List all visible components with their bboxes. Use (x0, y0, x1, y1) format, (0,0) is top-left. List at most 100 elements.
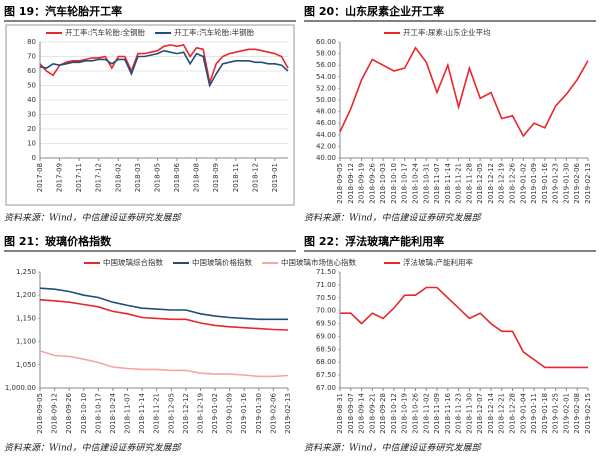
series-line (39, 350, 289, 378)
series-line (39, 299, 289, 331)
x-tick-label: 2019-01-09 (226, 393, 234, 434)
x-tick-label: 2019-01-09 (530, 163, 538, 204)
series-line (39, 287, 288, 321)
y-tick-label: 69.50 (316, 320, 336, 328)
y-tick-label: 68.00 (316, 358, 336, 366)
figure-title: 图 19：汽车轮胎开工率 (4, 4, 122, 18)
y-tick-label: 71.50 (316, 268, 336, 276)
y-tick-label: 54.00 (316, 73, 336, 81)
x-tick-label: 2018-09-28 (379, 393, 387, 434)
x-tick-label: 2018-09-05 (36, 393, 44, 434)
x-tick-label: 2018-11-02 (422, 393, 430, 434)
figure-title: 图 21：玻璃价格指数 (4, 234, 112, 248)
series-line (340, 286, 588, 369)
y-tick-label: 67.00 (316, 384, 336, 392)
x-tick-label: 2018-11-14 (138, 392, 146, 433)
x-tick-label: 2017-09 (56, 163, 64, 192)
source-note: 资料来源：Wind，中信建设证券研究发展部 (304, 443, 483, 454)
x-tick-label: 2018-11-16 (444, 392, 452, 433)
y-tick-label: 40.00 (316, 154, 336, 162)
legend-label: 开工率:汽车轮胎:半钢胎 (174, 27, 255, 37)
x-tick-label: 2019-01-18 (541, 393, 549, 434)
series-line (339, 46, 589, 138)
x-tick-label: 2019-01-02 (211, 393, 219, 434)
x-tick-label: 2019-02-08 (573, 393, 581, 434)
x-tick-label: 2018-08-31 (336, 393, 344, 434)
x-tick-label: 2019-02-06 (269, 392, 277, 433)
x-tick-label: 2018-03 (134, 163, 142, 192)
x-tick-label: 2018-05 (153, 163, 161, 192)
y-tick-label: 50 (27, 82, 36, 90)
x-tick-label: 2018-09-26 (368, 162, 376, 203)
x-tick-label: 2017-08 (36, 163, 44, 192)
y-tick-label: 56.00 (316, 61, 336, 69)
y-tick-label: 67.50 (316, 371, 336, 379)
x-tick-label: 2018-11-14 (444, 162, 452, 203)
y-tick-label: 0 (32, 154, 36, 162)
x-tick-label: 2018-12-14 (487, 392, 495, 433)
y-tick-label: 71.00 (316, 281, 336, 289)
legend-label: 中国玻璃市场信心指数 (281, 257, 356, 267)
y-tick-label: 1,200 (16, 291, 36, 299)
legend-label: 中国玻璃综合指数 (103, 257, 163, 267)
x-tick-label: 2019-02-13 (284, 393, 292, 434)
x-tick-label: 2018-12-07 (476, 393, 484, 434)
x-tick-label: 2019-01-30 (255, 393, 263, 434)
x-tick-label: 2019-01 (271, 163, 279, 192)
legend-label: 浮法玻璃:产能利用率 (403, 257, 474, 267)
y-tick-label: 52.00 (316, 84, 336, 92)
y-tick-label: 50.00 (316, 96, 336, 104)
x-tick-label: 2018-10-03 (379, 163, 387, 204)
legend-label: 开工率:尿素:山东企业平均 (403, 27, 491, 37)
x-tick-label: 2018-10-10 (80, 393, 88, 434)
y-tick-label: 60.00 (316, 38, 336, 46)
y-tick-label: 48.00 (316, 108, 336, 116)
x-tick-label: 2018-10-10 (390, 163, 398, 204)
x-tick-label: 2019-01-25 (552, 393, 560, 434)
x-tick-label: 2018-02 (114, 163, 122, 192)
y-tick-label: 1,150 (16, 314, 36, 322)
x-tick-label: 2017-12 (95, 163, 103, 192)
x-tick-label: 2019-01-02 (519, 163, 527, 204)
y-tick-label: 46.00 (316, 119, 336, 127)
y-tick-label: 58.00 (316, 50, 336, 58)
y-tick-label: 68.50 (316, 345, 336, 353)
plot-frame (5, 24, 295, 206)
x-tick-label: 2019-01-11 (530, 393, 538, 434)
y-tick-label: 20 (27, 125, 36, 133)
x-tick-label: 2018-10-17 (94, 393, 102, 434)
x-tick-label: 2018-06 (173, 162, 181, 192)
x-tick-label: 2018-10-24 (411, 162, 419, 203)
x-tick-label: 2018-09-12 (51, 393, 59, 434)
x-tick-label: 2019-02-15 (584, 393, 592, 434)
x-tick-label: 2018-10-31 (422, 163, 430, 204)
y-tick-label: 60 (27, 67, 36, 75)
y-tick-label: 80 (27, 38, 36, 46)
x-tick-label: 2018-09-21 (368, 393, 376, 434)
x-tick-label: 2018-11-07 (433, 163, 441, 204)
x-tick-label: 2018-09-26 (65, 392, 73, 433)
x-tick-label: 2018-11-30 (465, 393, 473, 434)
x-tick-label: 2018-09-07 (347, 393, 355, 434)
y-tick-label: 40 (27, 96, 36, 104)
x-tick-label: 2018-12-19 (196, 393, 204, 434)
x-tick-label: 2018-09-05 (336, 163, 344, 204)
x-tick-label: 2018-12-05 (476, 163, 484, 204)
x-tick-label: 2018-10-12 (390, 393, 398, 434)
x-tick-label: 2018-10-17 (401, 163, 409, 204)
y-tick-label: 70.50 (316, 294, 336, 302)
x-tick-label: 2018-10-24 (109, 392, 117, 433)
x-tick-label: 2019-02-06 (573, 162, 581, 203)
x-tick-label: 2018-11-23 (455, 393, 463, 434)
y-tick-label: 10 (27, 140, 36, 148)
y-tick-label: 42.00 (316, 142, 336, 150)
x-tick-label: 2018-12-12 (182, 393, 190, 434)
x-tick-label: 2018-12-26 (509, 162, 517, 203)
x-tick-label: 2017-11 (75, 163, 83, 192)
x-tick-label: 2018-09-19 (358, 163, 366, 204)
figure-title: 图 20：山东尿素企业开工率 (304, 4, 444, 18)
y-tick-label: 30 (27, 111, 36, 119)
x-tick-label: 2018-11-21 (455, 163, 463, 204)
x-tick-label: 2018-12-19 (498, 163, 506, 204)
